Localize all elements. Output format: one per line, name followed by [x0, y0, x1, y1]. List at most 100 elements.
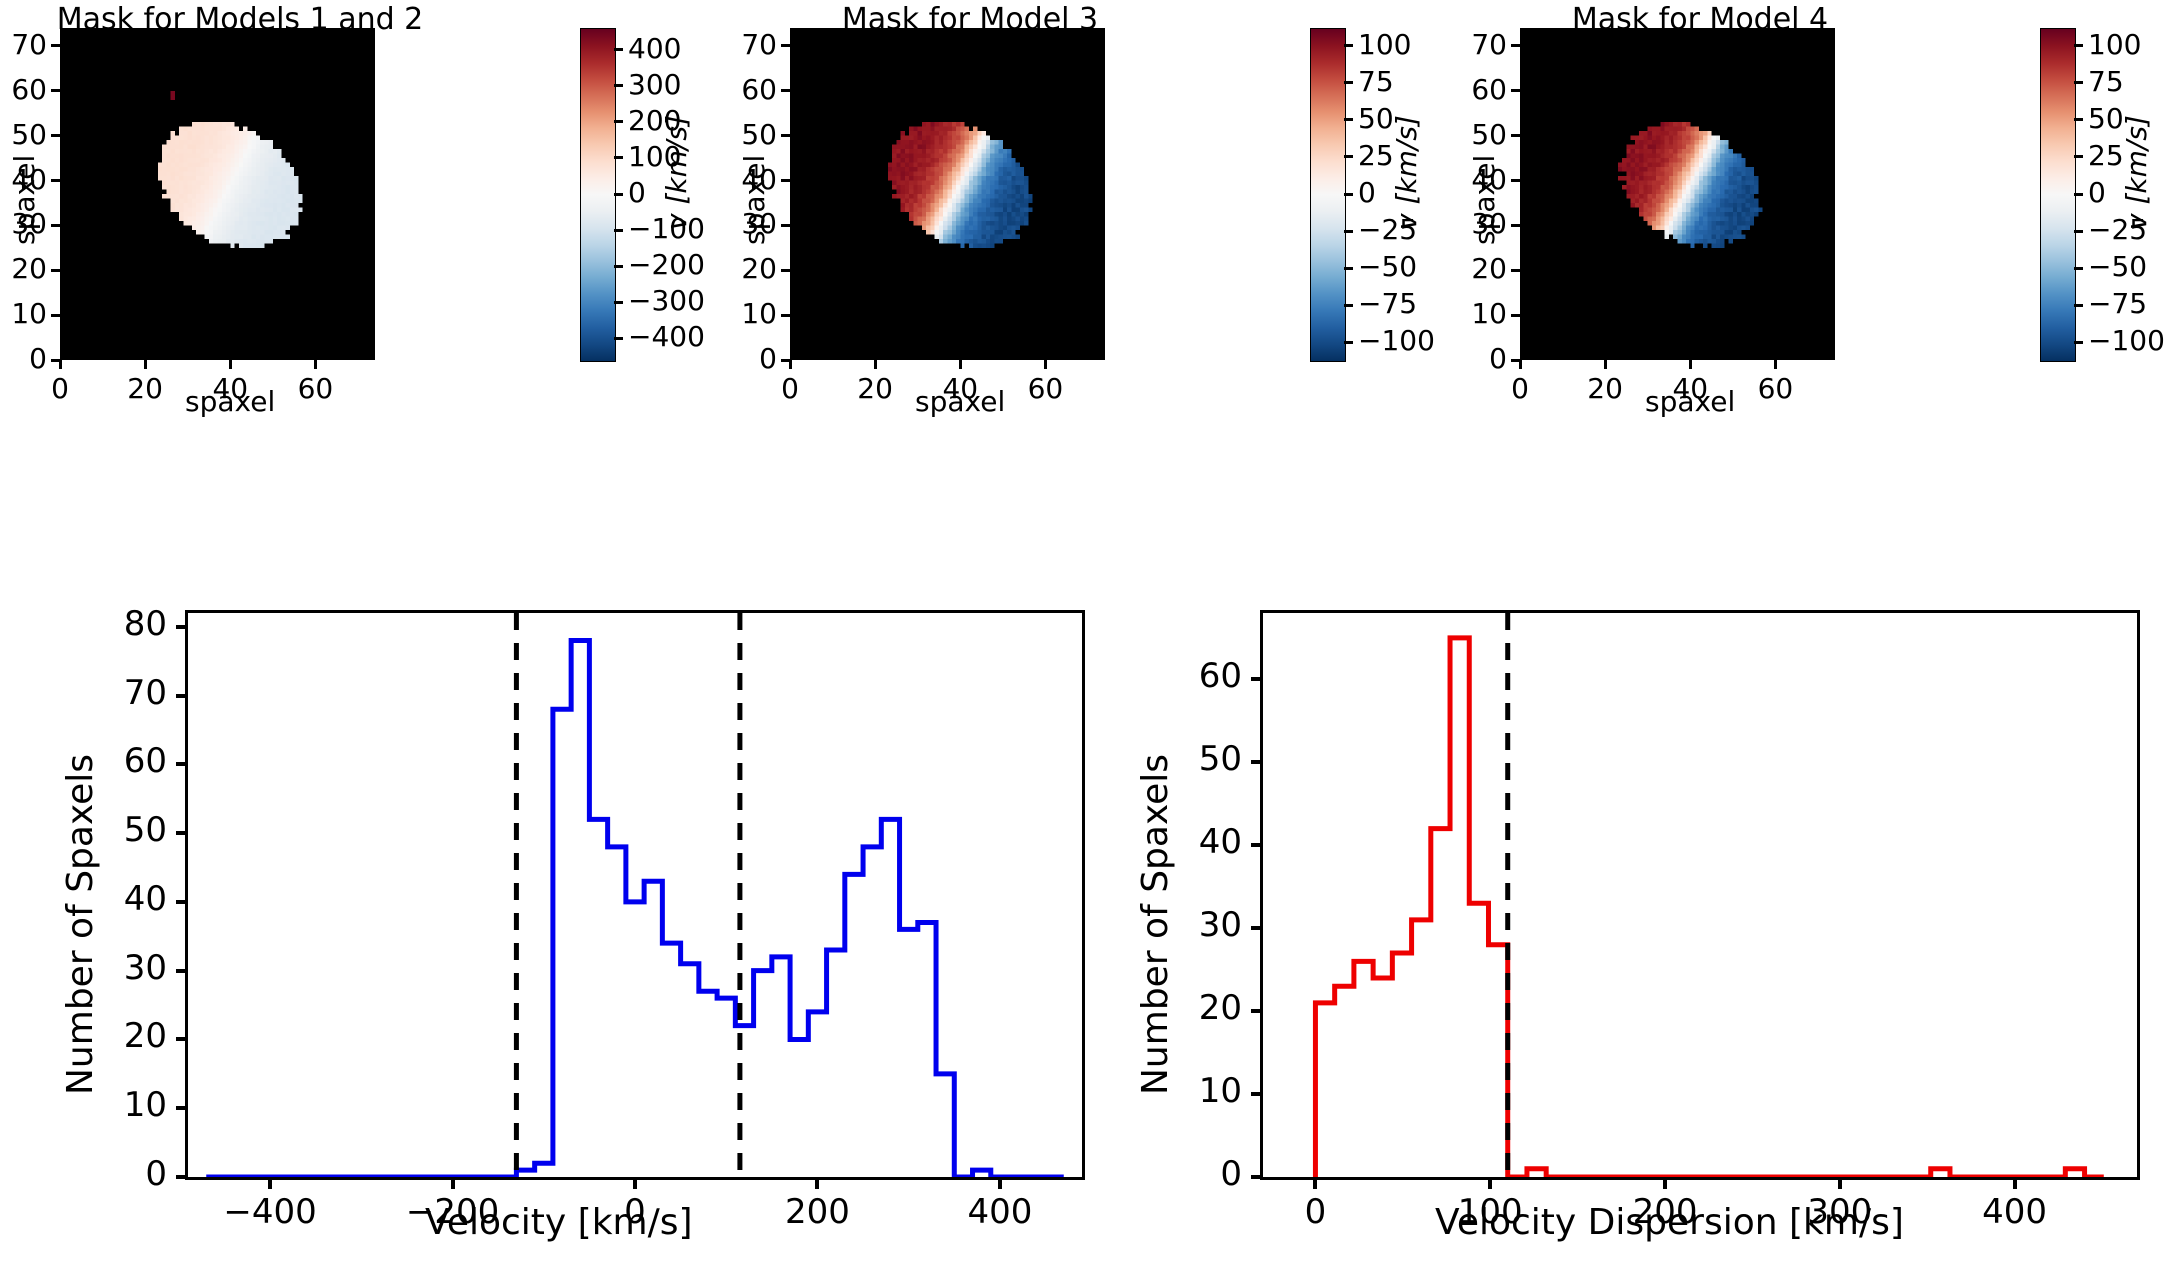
colorbar-tick-label: 75: [2088, 64, 2124, 98]
velocity-map-models-1-2: [60, 28, 375, 360]
hist-y-tick-label: 30: [1198, 905, 1242, 946]
colorbar-tickmark: [614, 336, 623, 340]
colorbar-tickmark: [1344, 303, 1353, 307]
map-y-tickmark: [781, 313, 790, 317]
map-x-tickmark: [958, 360, 962, 369]
map-y-tickmark: [51, 44, 60, 48]
hist-y-tickmark: [176, 693, 188, 698]
colorbar-tick-label: −75: [1358, 287, 1418, 321]
colorbar-tick-label: 75: [1358, 64, 1394, 98]
colorbar-tickmark: [2074, 303, 2083, 307]
dispersion-histogram-ylabel: Number of Spaxels: [1135, 753, 1176, 1095]
map-y-tick-label: 20: [741, 252, 777, 286]
map-x-tickmark: [1043, 360, 1047, 369]
colorbar-tick-label: 100: [628, 139, 682, 173]
map-panel-model-3: Mask for Model 3 0 20 40 60 0 10 20 30 40 50 60 70 …: [730, 0, 1435, 430]
map-y-tickmark: [51, 268, 60, 272]
map-y-tickmark: [1511, 268, 1520, 272]
colorbar-tickmark: [1344, 229, 1353, 233]
map-x-tickmark: [143, 360, 147, 369]
colorbar-tick-label: −300: [628, 284, 705, 318]
hist-y-tickmark: [1251, 1009, 1263, 1014]
colorbar-tickmark: [1344, 44, 1353, 48]
map-y-tick-label: 30: [1471, 207, 1507, 241]
hist-y-tick-label: 50: [123, 810, 167, 851]
colorbar-tick-label: −400: [628, 320, 705, 354]
hist-x-tickmark: [1663, 1177, 1668, 1189]
hist-y-tickmark: [176, 624, 188, 629]
colorbar-label-model-4: v [km/s]: [2120, 115, 2153, 230]
hist-x-tickmark: [997, 1177, 1002, 1189]
hist-x-tick-label: −400: [223, 1192, 317, 1232]
hist-x-tick-label: −200: [405, 1192, 500, 1232]
map-y-tickmark: [1511, 44, 1520, 48]
map-x-tickmark: [313, 360, 317, 369]
map-x-tick-label: 20: [1587, 372, 1623, 405]
colorbar-model-4: [2040, 28, 2076, 362]
map-y-tick-label: 0: [29, 342, 47, 375]
hist-x-tickmark: [815, 1177, 820, 1189]
velocity-map-pixels: [1520, 28, 1835, 360]
colorbar-tickmark: [2074, 229, 2083, 233]
map-x-tickmark: [1688, 360, 1692, 369]
hist-x-tick-label: 400: [967, 1192, 1033, 1232]
map-y-tick-label: 50: [1471, 117, 1507, 151]
map-y-tickmark: [781, 89, 790, 93]
colorbar-tickmark: [1344, 81, 1353, 85]
velocity-map-model-4: [1520, 28, 1835, 360]
hist-y-tick-label: 50: [1198, 739, 1242, 780]
map-y-tickmark: [1511, 223, 1520, 227]
colorbar-tickmark: [614, 120, 623, 124]
hist-y-tick-label: 40: [1198, 822, 1242, 863]
map-x-tick-label: 60: [297, 372, 334, 405]
map-y-tickmark: [1511, 358, 1520, 362]
map-xlabel-model-3: spaxel: [915, 385, 1006, 418]
colorbar-tickmark: [2074, 44, 2083, 48]
hist-y-tickmark: [176, 1175, 188, 1179]
dispersion-histogram-plot: [1260, 610, 2140, 1180]
map-y-tickmark: [1511, 89, 1520, 93]
colorbar-tick-label: 400: [628, 31, 682, 65]
map-y-tickmark: [781, 179, 790, 183]
map-y-tickmark: [51, 89, 60, 93]
map-y-tick-label: 40: [1471, 162, 1507, 196]
colorbar-tick-label: 100: [2088, 27, 2142, 61]
colorbar-models-1-2: [580, 28, 616, 362]
colorbar-tick-label: 300: [628, 67, 682, 101]
map-y-tickmark: [51, 179, 60, 183]
colorbar-tickmark: [2074, 340, 2083, 344]
map-x-tick-label: 20: [857, 372, 893, 405]
map-x-tickmark: [228, 360, 232, 369]
hist-x-tickmark: [633, 1177, 637, 1189]
colorbar-tick-label: 25: [2088, 138, 2124, 172]
map-y-tick-label: 60: [741, 72, 777, 106]
map-y-tick-label: 70: [741, 27, 777, 61]
map-y-tickmark: [51, 134, 60, 138]
map-x-tickmark: [873, 360, 877, 369]
map-x-tickmark: [788, 360, 792, 369]
map-y-tickmark: [1511, 313, 1520, 317]
dispersion-histogram-xlabel: Velocity Dispersion [km/s]: [1435, 1202, 1904, 1243]
dispersion-histogram-panel: 0 100 200 300 400 0 10 20 30 40 50 60 Velocity Disp…: [1075, 590, 2167, 1285]
colorbar-label-models-1-2: v [km/s]: [660, 115, 693, 230]
map-y-tickmark: [1511, 134, 1520, 138]
velocity-map-pixels: [790, 28, 1105, 360]
hist-y-tick-label: 20: [1198, 988, 1242, 1029]
hist-x-tickmark: [2012, 1177, 2017, 1189]
map-y-tickmark: [781, 44, 790, 48]
hist-y-tickmark: [1251, 843, 1263, 848]
map-x-tick-label: 0: [1511, 372, 1529, 405]
histogram-step-line: [206, 638, 1064, 1177]
map-xlabel-model-4: spaxel: [1645, 385, 1736, 418]
map-x-tickmark: [1518, 360, 1522, 369]
hist-y-tick-label: 30: [123, 947, 167, 988]
hist-y-tick-label: 10: [1198, 1071, 1242, 1112]
map-y-tick-label: 50: [741, 117, 777, 151]
map-y-tick-label: 30: [11, 207, 47, 241]
colorbar-tickmark: [1344, 266, 1353, 270]
map-xlabel-models-1-2: spaxel: [185, 385, 276, 418]
velocity-histogram-svg: [206, 613, 1064, 1177]
colorbar-tickmark: [2074, 81, 2083, 85]
velocity-histogram-panel: −400 −200 0 200 400 0 10 20 30 40 50 60 70 80 Velocit…: [0, 590, 1090, 1285]
map-panel-models-1-2: Mask for Models 1 and 2 0 20 40 60 0 10 20 30 40…: [0, 0, 705, 430]
